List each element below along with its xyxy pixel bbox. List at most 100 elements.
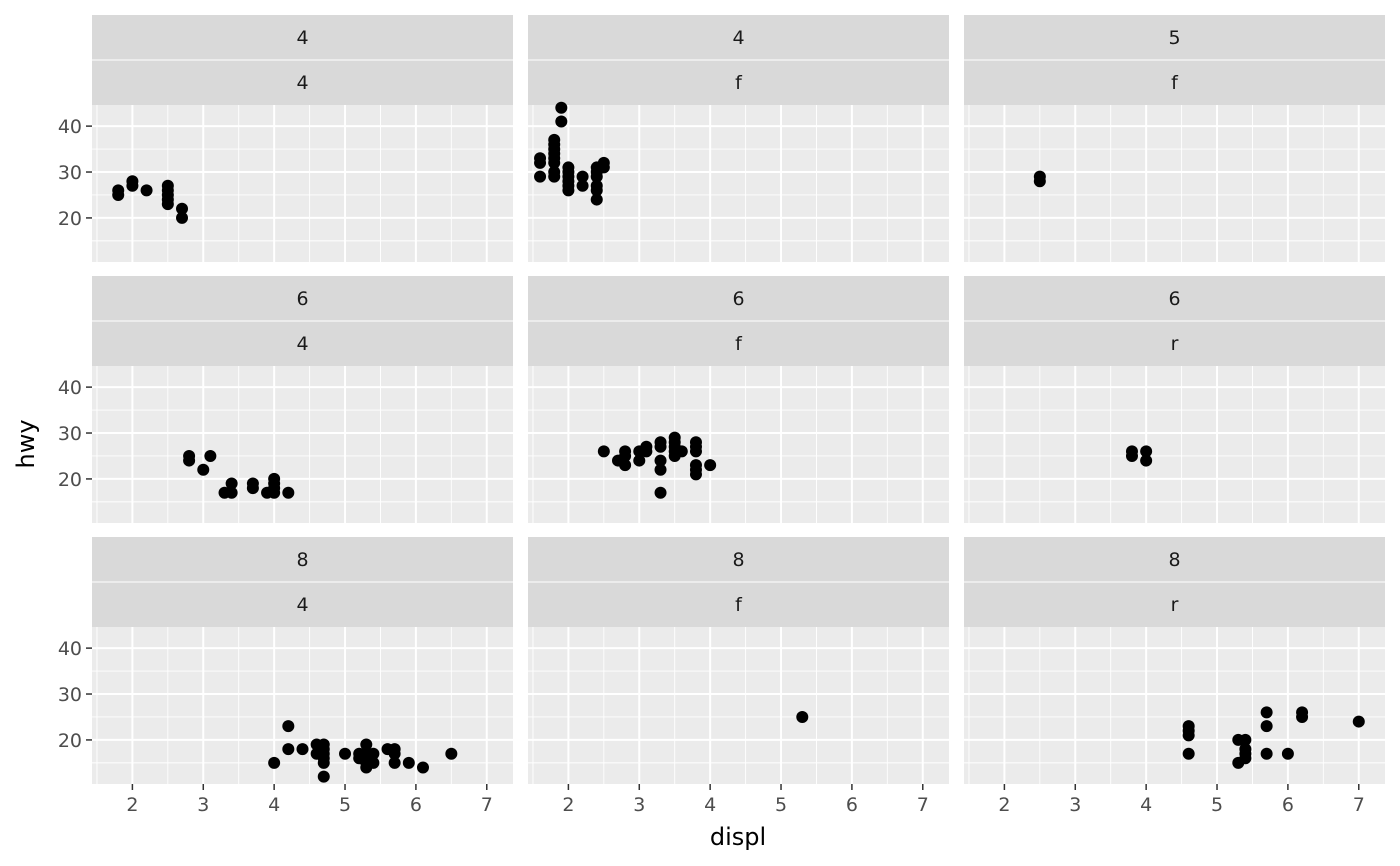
data-point — [317, 770, 330, 783]
y-tick-label: 20 — [58, 469, 82, 491]
panel-background — [92, 627, 513, 784]
facet-strip-top-label: 5 — [1168, 27, 1180, 49]
facet-strip-bottom-label: f — [1171, 72, 1179, 94]
x-tick-label: 6 — [1282, 794, 1294, 816]
x-tick-label: 4 — [704, 794, 716, 816]
facet-strip-bottom — [92, 60, 513, 105]
facet-strip-bottom-label: f — [735, 594, 743, 616]
facet-strip-top-label: 6 — [732, 288, 744, 310]
data-point — [1260, 720, 1273, 733]
data-point — [675, 445, 688, 458]
facet-strip-top — [964, 537, 1385, 582]
data-point — [268, 756, 281, 769]
x-tick-label: 6 — [410, 794, 422, 816]
x-tick-label: 7 — [1353, 794, 1365, 816]
facet-strip-top — [964, 276, 1385, 321]
data-point — [654, 463, 667, 476]
data-point — [633, 454, 646, 467]
panel-background — [528, 627, 949, 784]
data-point — [548, 133, 561, 146]
x-tick-label: 2 — [998, 794, 1010, 816]
x-tick-label: 7 — [481, 794, 493, 816]
x-tick-label: 4 — [268, 794, 280, 816]
facet-strip-bottom-label: r — [1171, 594, 1179, 616]
facet-panel: 8 r 2 3 4 5 6 7 — [964, 537, 1385, 816]
data-point — [360, 738, 373, 751]
data-point — [1125, 445, 1138, 458]
data-point — [1281, 747, 1294, 760]
data-point — [176, 202, 189, 215]
data-point — [1140, 454, 1153, 467]
data-point — [161, 179, 174, 192]
facet-strip-top — [528, 537, 949, 582]
data-point — [268, 472, 281, 485]
facet-panel: 8 4 20 30 40 2 3 4 5 6 7 — [58, 537, 513, 816]
facet-strip-bottom-label: 4 — [296, 594, 308, 616]
facet-strip-top-label: 8 — [1168, 549, 1180, 571]
data-point — [388, 743, 401, 756]
facet-strip-top — [964, 15, 1385, 60]
data-point — [246, 477, 259, 490]
facet-strip-top — [92, 15, 513, 60]
x-tick-label: 6 — [846, 794, 858, 816]
data-point — [296, 743, 309, 756]
facet-strip-bottom-label: 4 — [296, 333, 308, 355]
x-tick-label: 3 — [633, 794, 645, 816]
y-tick-label: 40 — [58, 377, 82, 399]
data-point — [619, 459, 632, 472]
data-point — [534, 170, 547, 183]
data-point — [1182, 720, 1195, 733]
data-point — [654, 486, 667, 499]
data-point — [597, 445, 610, 458]
data-point — [1260, 747, 1273, 760]
x-tick-label: 5 — [339, 794, 351, 816]
data-point — [367, 756, 380, 769]
panel-background — [528, 366, 949, 523]
data-point — [1239, 733, 1252, 746]
data-point — [388, 756, 401, 769]
data-point — [562, 161, 575, 174]
y-tick-label: 30 — [58, 684, 82, 706]
data-point — [590, 193, 603, 206]
y-tick-label: 20 — [58, 208, 82, 230]
data-point — [576, 170, 589, 183]
data-point — [668, 431, 681, 444]
x-tick-label: 5 — [1211, 794, 1223, 816]
facet-strip-top-label: 6 — [1168, 288, 1180, 310]
facet-strip-top-label: 8 — [296, 549, 308, 571]
facet-strip-bottom-label: r — [1171, 333, 1179, 355]
facet-strip-bottom — [92, 582, 513, 627]
x-tick-label: 7 — [917, 794, 929, 816]
y-tick-label: 40 — [58, 116, 82, 138]
x-axis-title: displ — [710, 823, 766, 851]
x-tick-label: 2 — [126, 794, 138, 816]
data-point — [555, 115, 568, 128]
data-point — [317, 738, 330, 751]
data-point — [689, 459, 702, 472]
x-tick-label: 2 — [562, 794, 574, 816]
data-point — [590, 179, 603, 192]
facet-strip-bottom — [528, 582, 949, 627]
facet-panel: 4 4 20 30 40 — [58, 15, 513, 262]
facet-strip-bottom-label: 4 — [296, 72, 308, 94]
panel-background — [92, 105, 513, 262]
data-point — [339, 747, 352, 760]
facet-strip-bottom — [964, 321, 1385, 366]
data-point — [534, 152, 547, 165]
data-point — [225, 486, 238, 499]
y-axis-title: hwy — [12, 419, 40, 468]
data-point — [282, 743, 295, 756]
data-point — [1260, 706, 1273, 719]
facet-strip-top-label: 4 — [296, 27, 308, 49]
data-point — [126, 175, 139, 188]
panel-background — [92, 366, 513, 523]
data-point — [197, 463, 210, 476]
panel-background — [528, 105, 949, 262]
facet-strip-top-label: 4 — [732, 27, 744, 49]
data-point — [796, 710, 809, 723]
facet-panel: 8 f 2 3 4 5 6 7 — [528, 537, 949, 816]
data-point — [1239, 743, 1252, 756]
y-tick-label: 20 — [58, 730, 82, 752]
